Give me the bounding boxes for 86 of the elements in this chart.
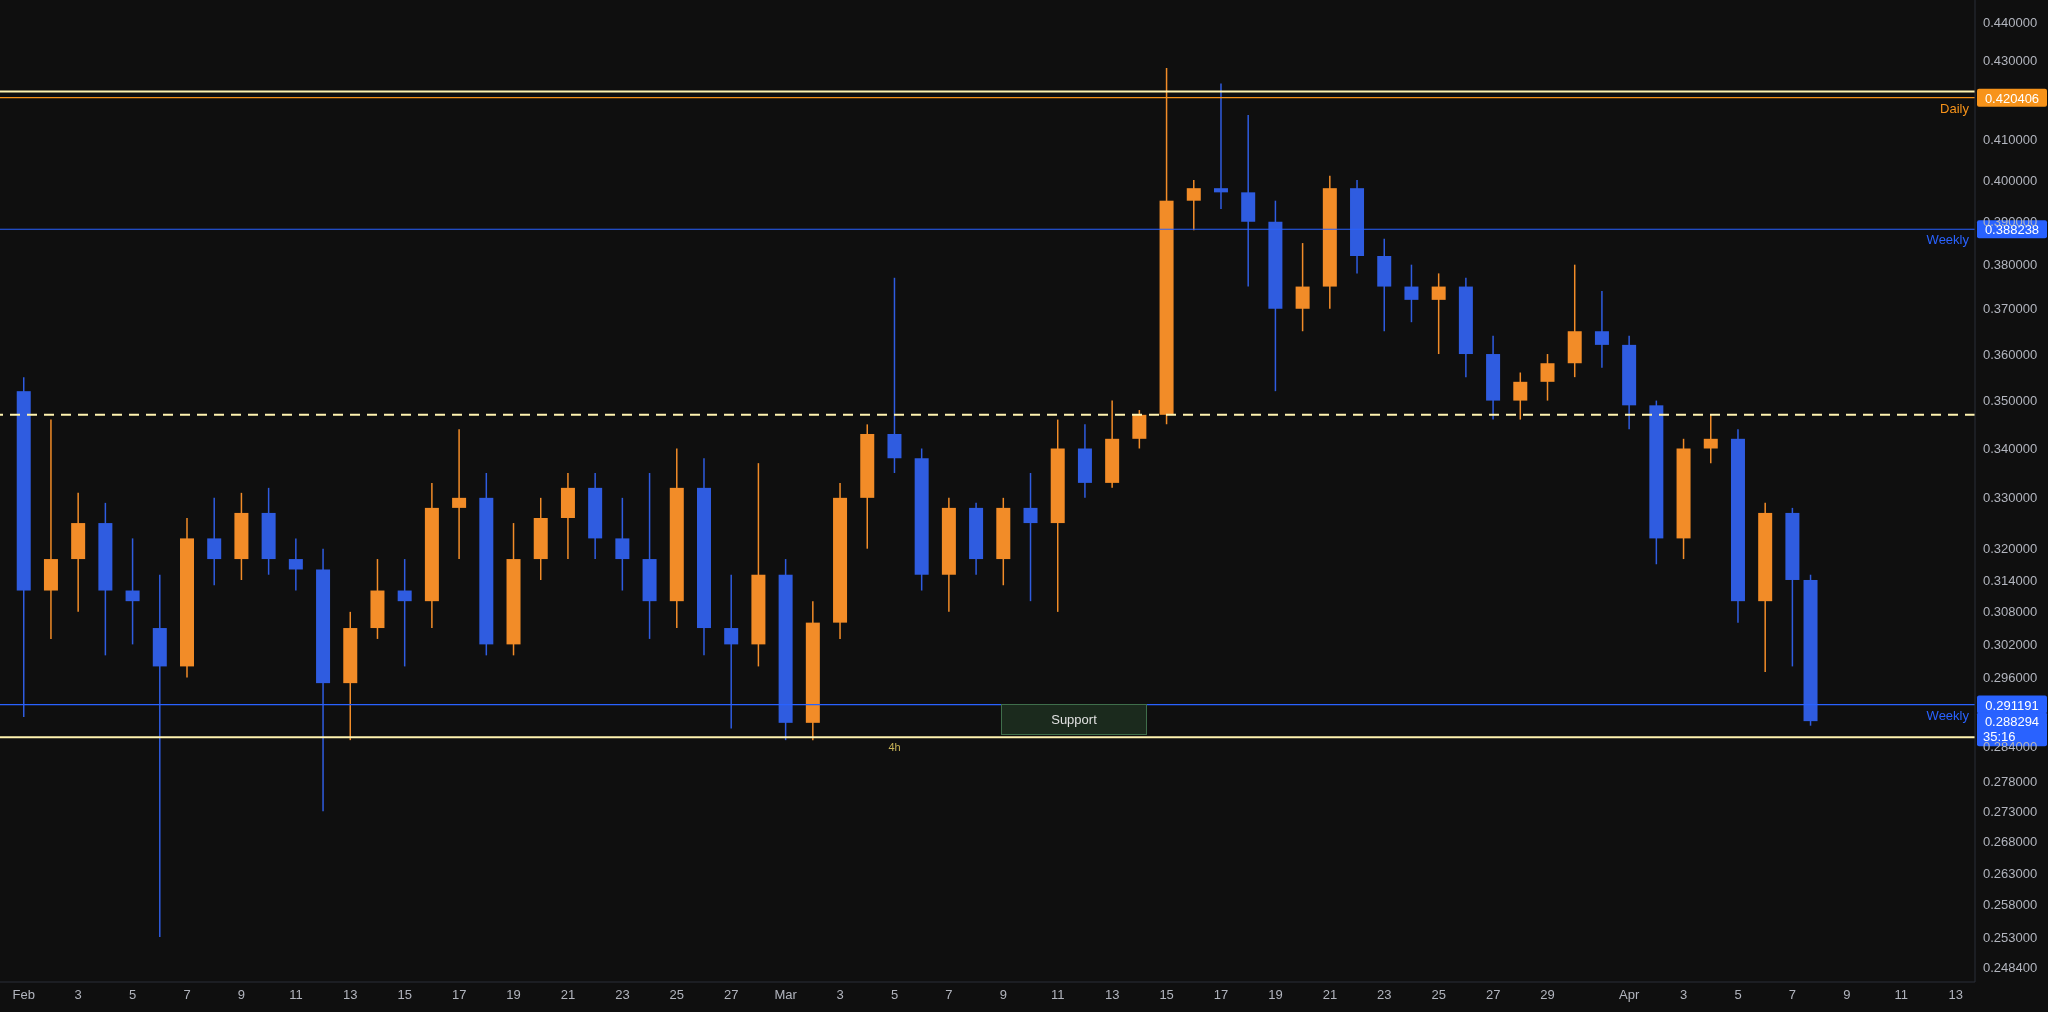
x-tick-label: 3 xyxy=(1680,987,1688,1003)
y-tick-label: 0.320000 xyxy=(1983,541,2038,557)
y-tick-label: 0.248400 xyxy=(1983,959,2038,975)
x-tick-label: 19 xyxy=(506,987,521,1003)
y-tick-label: 0.380000 xyxy=(1983,257,2038,273)
y-tick-label: 0.258000 xyxy=(1983,897,2038,913)
y-tick-label: 0.296000 xyxy=(1983,670,2038,686)
x-tick-label: 5 xyxy=(1734,987,1742,1003)
x-tick-label: 15 xyxy=(1159,987,1174,1003)
x-tick-label: 9 xyxy=(999,987,1007,1003)
x-tick-label: 3 xyxy=(74,987,82,1003)
y-tick-label: 0.268000 xyxy=(1983,834,2038,850)
x-tick-label: 9 xyxy=(237,987,246,1003)
candlestick xyxy=(1023,472,1038,602)
x-tick-label: 17 xyxy=(451,987,467,1003)
text: 0.291191 xyxy=(1985,697,2039,713)
y-tick-label: 0.440000 xyxy=(1983,15,2038,30)
y-tick-label: 0.370000 xyxy=(1983,301,2038,317)
y-tick-label: 0.302000 xyxy=(1983,636,2038,652)
candlestick xyxy=(1186,179,1201,231)
x-tick-label: 11 xyxy=(1051,987,1065,1003)
candlestick xyxy=(1132,409,1147,450)
x-tick-label: 29 xyxy=(1540,987,1555,1003)
y-tick-label: 0.314000 xyxy=(1983,572,2038,588)
annotation: 4h xyxy=(888,741,901,754)
text: 0.420406 xyxy=(1984,90,2040,106)
candlestick xyxy=(1295,242,1310,332)
x-tick-label: 13 xyxy=(343,987,358,1003)
x-tick-label: 25 xyxy=(1431,987,1446,1003)
y-tick-label: 0.350000 xyxy=(1983,393,2038,409)
ref-line-label: Weekly xyxy=(1926,232,1970,248)
y-tick-label: 0.410000 xyxy=(1983,131,2038,147)
candlestick xyxy=(1404,263,1419,323)
x-tick-label: 21 xyxy=(1322,987,1338,1003)
x-tick-label: 17 xyxy=(1213,987,1229,1003)
y-tick-label: 0.360000 xyxy=(1983,346,2038,362)
candlestick xyxy=(207,497,222,586)
y-tick-label: 0.253000 xyxy=(1983,929,2038,945)
x-tick-label: 27 xyxy=(1485,987,1501,1003)
candlestick xyxy=(152,573,167,938)
candlestick xyxy=(452,428,467,560)
y-tick-label: 0.263000 xyxy=(1983,865,2038,881)
x-tick-label: 11 xyxy=(1894,987,1909,1003)
x-tick-label: 23 xyxy=(615,987,630,1003)
candlestick xyxy=(615,497,630,592)
x-tick-label: 11 xyxy=(289,987,303,1003)
candlestick xyxy=(1703,414,1718,464)
y-tick-label: 0.340000 xyxy=(1983,441,2038,457)
candlestick xyxy=(1540,353,1555,402)
candlestick xyxy=(1513,371,1528,421)
x-tick-label: 21 xyxy=(560,987,576,1003)
x-tick-label: 7 xyxy=(1788,987,1797,1003)
candlestick xyxy=(397,558,412,668)
x-tick-label: Feb xyxy=(12,987,36,1003)
x-tick-label: 7 xyxy=(945,987,953,1003)
y-tick-label: 0.400000 xyxy=(1983,172,2038,188)
x-tick-label: 25 xyxy=(669,987,685,1003)
support-box: Support xyxy=(1001,704,1147,735)
x-tick-label: 3 xyxy=(836,987,844,1003)
x-tick-label: Apr xyxy=(1619,987,1640,1003)
text: 0.288294 xyxy=(1984,714,2040,730)
candlestick xyxy=(724,573,739,730)
candlestick xyxy=(1213,82,1228,210)
x-tick-label: 13 xyxy=(1948,987,1963,1003)
ref-line-label: Daily xyxy=(1940,100,1970,116)
x-tick-label: 9 xyxy=(1843,987,1851,1003)
candlestick xyxy=(887,277,902,474)
x-tick-label: 5 xyxy=(890,987,899,1003)
candlestick xyxy=(125,537,140,646)
x-tick-label: 27 xyxy=(724,987,739,1003)
x-tick-label: Mar xyxy=(774,987,798,1003)
y-tick-label: 0.308000 xyxy=(1983,604,2038,620)
y-tick-label: 0.278000 xyxy=(1983,773,2038,789)
x-tick-label: 13 xyxy=(1104,987,1120,1003)
candlestick xyxy=(1431,272,1446,355)
x-tick-label: 7 xyxy=(183,987,191,1003)
y-tick-label: 0.273000 xyxy=(1983,803,2038,819)
ref-line-label: Weekly xyxy=(1926,707,1970,723)
candlestick xyxy=(288,537,303,592)
y-tick-label: 0.430000 xyxy=(1983,52,2038,68)
x-tick-label: 15 xyxy=(397,987,412,1003)
candlestick xyxy=(1594,290,1609,369)
x-tick-label: 23 xyxy=(1377,987,1392,1003)
x-tick-label: 19 xyxy=(1268,987,1283,1003)
x-tick-label: 5 xyxy=(129,987,137,1003)
y-tick-label: 0.330000 xyxy=(1983,490,2038,506)
